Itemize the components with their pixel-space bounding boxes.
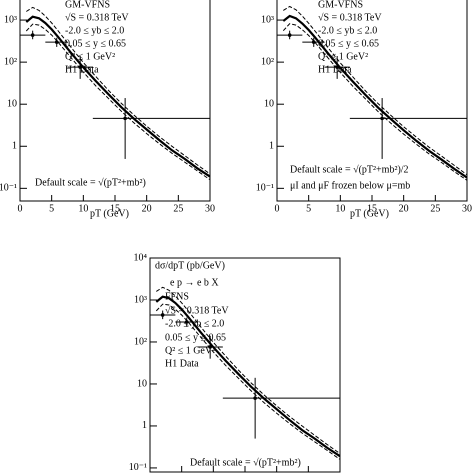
y-axis-label: dσ/dpT (pb/GeV) [155, 260, 225, 271]
y-tick-label: 10³ [134, 294, 147, 305]
theory-curve [155, 295, 340, 458]
data-point [380, 116, 384, 121]
annotation: H1 Data [65, 64, 99, 75]
annotation: FFNS [165, 291, 189, 302]
x-tick-label: 30 [205, 203, 215, 214]
x-tick-label: 5 [49, 203, 54, 214]
annotation: GM-VFNS [318, 0, 363, 10]
x-tick-label: 20 [142, 203, 152, 214]
annotation: Default scale = √(pT²+mb²) [35, 177, 146, 188]
data-point [208, 345, 212, 349]
y-tick-label: 10² [4, 56, 17, 67]
y-tick-label: 10 [264, 98, 274, 109]
theory-curve [282, 23, 467, 181]
data-point [335, 65, 339, 69]
x-axis-label: pT (GeV) [90, 208, 129, 219]
annotation: √S = 0.318 TeV [318, 12, 382, 23]
annotation: Default scale = √(pT²+mb²)/2 [290, 164, 409, 175]
curves [150, 286, 340, 460]
y-tick-label: 1 [269, 141, 274, 152]
annotation: -2.0 ≤ yb ≤ 2.0 [318, 25, 377, 36]
data-point [287, 33, 292, 37]
annotation: √S = 0.318 TeV [165, 305, 229, 316]
x-tick-label: 15 [367, 203, 377, 214]
annotation: √S = 0.318 TeV [65, 12, 129, 23]
x-tick-label: 10 [78, 203, 88, 214]
annotation: Default scale = √(pT²+mb²) [190, 457, 301, 468]
x-tick-label: 5 [306, 203, 311, 214]
panel: 0 5 10 15 20 25 30 10⁻¹ 1 10 10² 10³ pT (GeV) GM-VFNS… [256, 0, 472, 219]
annotation: Q² ≤ 1 GeV² [65, 51, 115, 62]
theory-curve [26, 6, 210, 175]
x-tick-label: 10 [335, 203, 345, 214]
panel: 0 5 10 15 20 25 30 10⁻¹ 1 10 10² 10³ pT (GeV) GM-VFNS… [0, 0, 215, 219]
y-tick-label: 1 [12, 141, 17, 152]
annotation: Q² ≤ 1 GeV² [165, 345, 215, 356]
y-tick-label: 10 [137, 378, 147, 389]
annotation: Q² ≤ 1 GeV² [318, 51, 368, 62]
theory-curve [283, 5, 467, 176]
annotation: 0.05 ≤ y ≤ 0.65 [318, 38, 379, 49]
y-tick-label: 10² [261, 56, 274, 67]
annotation: GM-VFNS [65, 0, 110, 10]
annotation: 0.05 ≤ y ≤ 0.65 [165, 332, 226, 343]
theory-curve [156, 286, 340, 455]
annotation: e p → e b X [170, 277, 219, 288]
x-axis-label: pT (GeV) [350, 208, 389, 219]
panel: 10⁻¹ 1 10 10² 10³ 10⁴ dσ/dpT (pb/GeV) e p → e b… [129, 252, 341, 473]
x-tick-label: 0 [275, 203, 280, 214]
curves [277, 5, 467, 181]
y-tick-label: 10³ [4, 14, 17, 25]
x-tick-label: 20 [399, 203, 409, 214]
annotation: μI and μF frozen below μ=mb [290, 180, 410, 191]
y-tick-label: 10⁻¹ [256, 183, 274, 194]
x-tick-label: 30 [462, 203, 472, 214]
theory-curve [25, 23, 210, 181]
y-tick-label: 10⁻¹ [0, 183, 17, 194]
y-tick-label: 10⁴ [134, 252, 148, 263]
data-point [30, 33, 35, 37]
annotation: H1 Data [318, 64, 352, 75]
x-tick-label: 25 [173, 203, 183, 214]
curves [20, 6, 210, 181]
data-point [184, 320, 189, 324]
y-tick-label: 10³ [261, 14, 274, 25]
data-point [123, 116, 127, 121]
y-tick-label: 10² [134, 336, 147, 347]
x-tick-label: 25 [430, 203, 440, 214]
theory-curve [282, 14, 467, 179]
x-tick-label: 15 [110, 203, 120, 214]
data-point [160, 313, 165, 317]
annotation: H1 Data [165, 358, 199, 369]
annotation: 0.05 ≤ y ≤ 0.65 [65, 38, 126, 49]
x-tick-label: 0 [18, 203, 23, 214]
y-tick-label: 10 [7, 98, 17, 109]
data-point [54, 40, 59, 44]
annotation: -2.0 ≤ yb ≤ 2.0 [65, 25, 124, 36]
y-tick-label: 1 [142, 420, 147, 431]
data-point [253, 396, 257, 400]
data-point [78, 65, 82, 69]
y-tick-label: 10⁻¹ [129, 462, 147, 473]
theory-curve [155, 303, 340, 460]
data-point [311, 40, 316, 44]
theory-curve [25, 15, 210, 178]
